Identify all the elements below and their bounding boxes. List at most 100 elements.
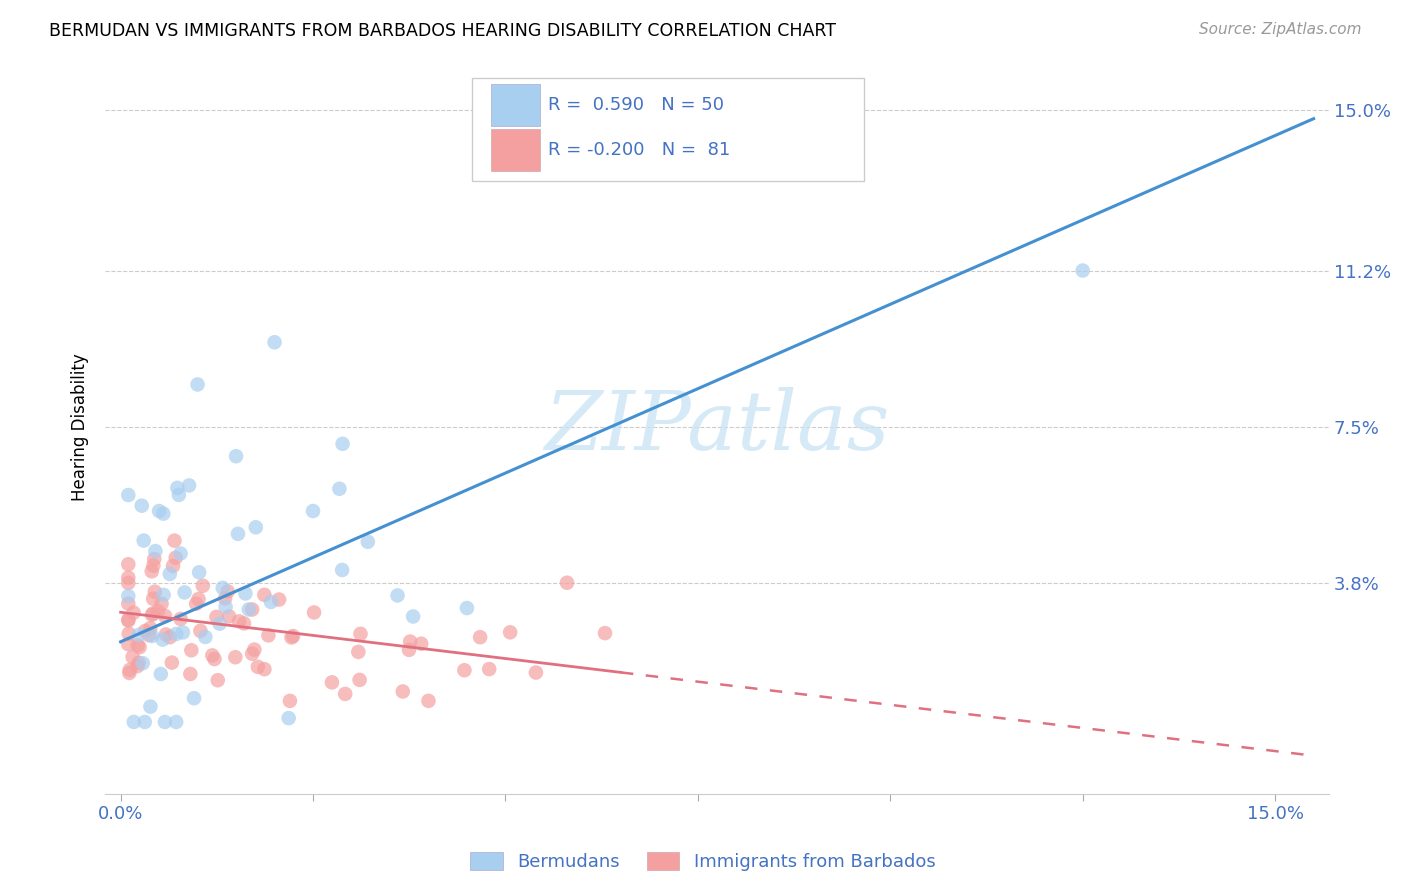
Point: [141, 564, 163, 578]
Point: [281, 629, 304, 643]
Text: BERMUDAN VS IMMIGRANTS FROM BARBADOS HEARING DISABILITY CORRELATION CHART: BERMUDAN VS IMMIGRANTS FROM BARBADOS HEA…: [49, 22, 837, 40]
Point: [243, 642, 266, 657]
Point: [207, 673, 229, 688]
Point: [347, 645, 370, 659]
Point: [167, 488, 190, 502]
Point: [117, 597, 139, 611]
Point: [131, 499, 153, 513]
Point: [349, 673, 371, 687]
Point: [165, 714, 187, 729]
Point: [235, 586, 257, 600]
Point: [228, 615, 250, 629]
Point: [357, 534, 380, 549]
Point: [117, 589, 139, 603]
Point: [117, 637, 139, 651]
Point: [163, 533, 186, 548]
Point: [169, 612, 191, 626]
Point: [453, 663, 475, 677]
Point: [208, 616, 231, 631]
Point: [240, 602, 263, 616]
Point: [134, 624, 156, 638]
Point: [402, 609, 425, 624]
Point: [180, 643, 202, 657]
Point: [128, 640, 150, 655]
Point: [335, 687, 357, 701]
Point: [153, 609, 176, 624]
Point: [245, 520, 267, 534]
Point: [172, 625, 194, 640]
Point: [280, 631, 302, 645]
Point: [302, 606, 325, 620]
Point: [128, 656, 150, 670]
Point: [162, 558, 184, 573]
Point: [411, 637, 433, 651]
Point: [127, 638, 149, 652]
Point: [524, 665, 547, 680]
Point: [169, 547, 191, 561]
Point: [160, 656, 183, 670]
Point: [187, 377, 209, 392]
Point: [139, 699, 162, 714]
Point: [201, 648, 224, 663]
Point: [166, 481, 188, 495]
Point: [118, 663, 141, 677]
Point: [214, 599, 236, 614]
Point: [127, 659, 149, 673]
Point: [418, 694, 440, 708]
Point: [142, 607, 165, 621]
Point: [165, 627, 187, 641]
Point: [190, 624, 212, 638]
Point: [225, 449, 247, 463]
Point: [399, 634, 422, 648]
Point: [205, 610, 228, 624]
Point: [253, 662, 276, 676]
Point: [141, 629, 163, 643]
Point: [138, 628, 160, 642]
Point: [152, 588, 174, 602]
Point: [330, 563, 353, 577]
Point: [122, 714, 145, 729]
Point: [159, 630, 181, 644]
Point: [117, 558, 139, 572]
Point: [246, 660, 269, 674]
Point: [194, 630, 217, 644]
Point: [118, 626, 141, 640]
Text: ZIPatlas: ZIPatlas: [544, 386, 890, 467]
Point: [456, 601, 478, 615]
Point: [146, 604, 169, 618]
Point: [173, 585, 195, 599]
Y-axis label: Hearing Disability: Hearing Disability: [72, 352, 89, 500]
Point: [302, 504, 325, 518]
Point: [278, 694, 301, 708]
Point: [214, 591, 236, 606]
Point: [1071, 263, 1094, 277]
Point: [152, 507, 174, 521]
Point: [122, 606, 145, 620]
Point: [328, 482, 350, 496]
Point: [143, 584, 166, 599]
Point: [218, 609, 240, 624]
Point: [117, 488, 139, 502]
Point: [187, 592, 209, 607]
Point: [143, 552, 166, 566]
Point: [226, 526, 249, 541]
Point: [204, 652, 226, 666]
Point: [121, 650, 143, 665]
FancyBboxPatch shape: [491, 84, 540, 127]
Point: [142, 558, 165, 573]
Point: [128, 628, 150, 642]
Point: [149, 667, 172, 681]
Point: [117, 614, 139, 628]
Point: [153, 714, 176, 729]
Point: [139, 621, 162, 635]
Point: [152, 632, 174, 647]
Point: [159, 566, 181, 581]
Point: [224, 650, 246, 665]
Point: [142, 591, 165, 606]
Point: [141, 607, 163, 622]
Point: [555, 575, 578, 590]
Point: [217, 584, 239, 599]
FancyBboxPatch shape: [472, 78, 863, 181]
Point: [132, 533, 155, 548]
Point: [257, 628, 280, 642]
